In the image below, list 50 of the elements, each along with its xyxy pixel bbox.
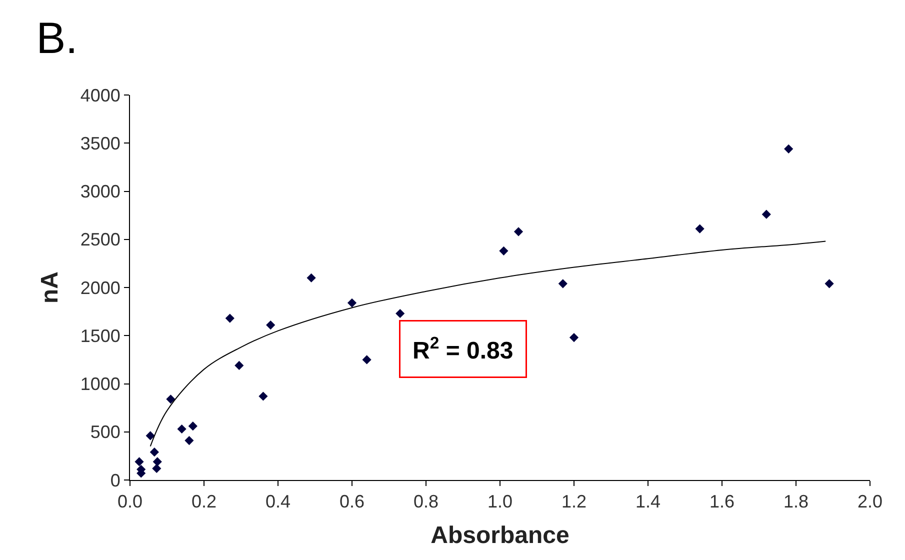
x-tick-label: 2.0 [857, 492, 883, 512]
point [558, 279, 568, 288]
y-tick-label: 4000 [80, 85, 120, 106]
point [347, 298, 357, 308]
point [362, 355, 372, 364]
x-tick-label: 1.6 [709, 492, 735, 512]
point [225, 314, 234, 323]
y-tick-label: 2500 [80, 230, 120, 250]
y-tick-label: 1500 [80, 326, 120, 346]
x-tick-label: 1.8 [783, 492, 809, 512]
point [784, 144, 794, 154]
x-axis-title: Absorbance [430, 522, 570, 549]
x-tick-label: 0.8 [413, 492, 439, 512]
point [266, 320, 276, 330]
annotation: R$^{2}$ = 0.83 [412, 334, 514, 365]
point [824, 279, 834, 288]
point [152, 457, 162, 466]
x-tick-label: 0.0 [117, 492, 143, 512]
point [150, 448, 159, 457]
point [184, 436, 194, 446]
y-tick-label: 1000 [80, 374, 120, 394]
y-tick-label: 3500 [80, 133, 120, 154]
chart-title: B. [36, 14, 78, 64]
point [762, 210, 771, 219]
point [166, 394, 176, 404]
point [258, 392, 268, 401]
x-tick-label: 0.2 [191, 492, 217, 512]
point [695, 224, 704, 234]
point [234, 360, 244, 370]
line-series [150, 240, 826, 447]
point [306, 273, 316, 282]
point [188, 422, 198, 431]
point [396, 308, 405, 318]
point [569, 333, 579, 342]
x-tick-label: 0.6 [339, 492, 365, 512]
point [514, 227, 524, 236]
point [152, 464, 162, 473]
y-tick-label: 500 [90, 422, 120, 442]
point [146, 431, 155, 440]
point [134, 457, 144, 466]
x-tick-label: 1.0 [487, 492, 513, 512]
x-tick-label: 0.4 [265, 492, 291, 512]
x-tick-label: 1.2 [561, 492, 587, 512]
y-tick-label: 0 [110, 470, 120, 490]
y-tick-label: 2000 [80, 278, 120, 298]
y-axis-title: nA [36, 272, 64, 304]
point [499, 246, 508, 256]
x-tick-label: 1.4 [635, 492, 661, 512]
y-tick-label: 3000 [80, 182, 120, 202]
point [177, 424, 186, 434]
